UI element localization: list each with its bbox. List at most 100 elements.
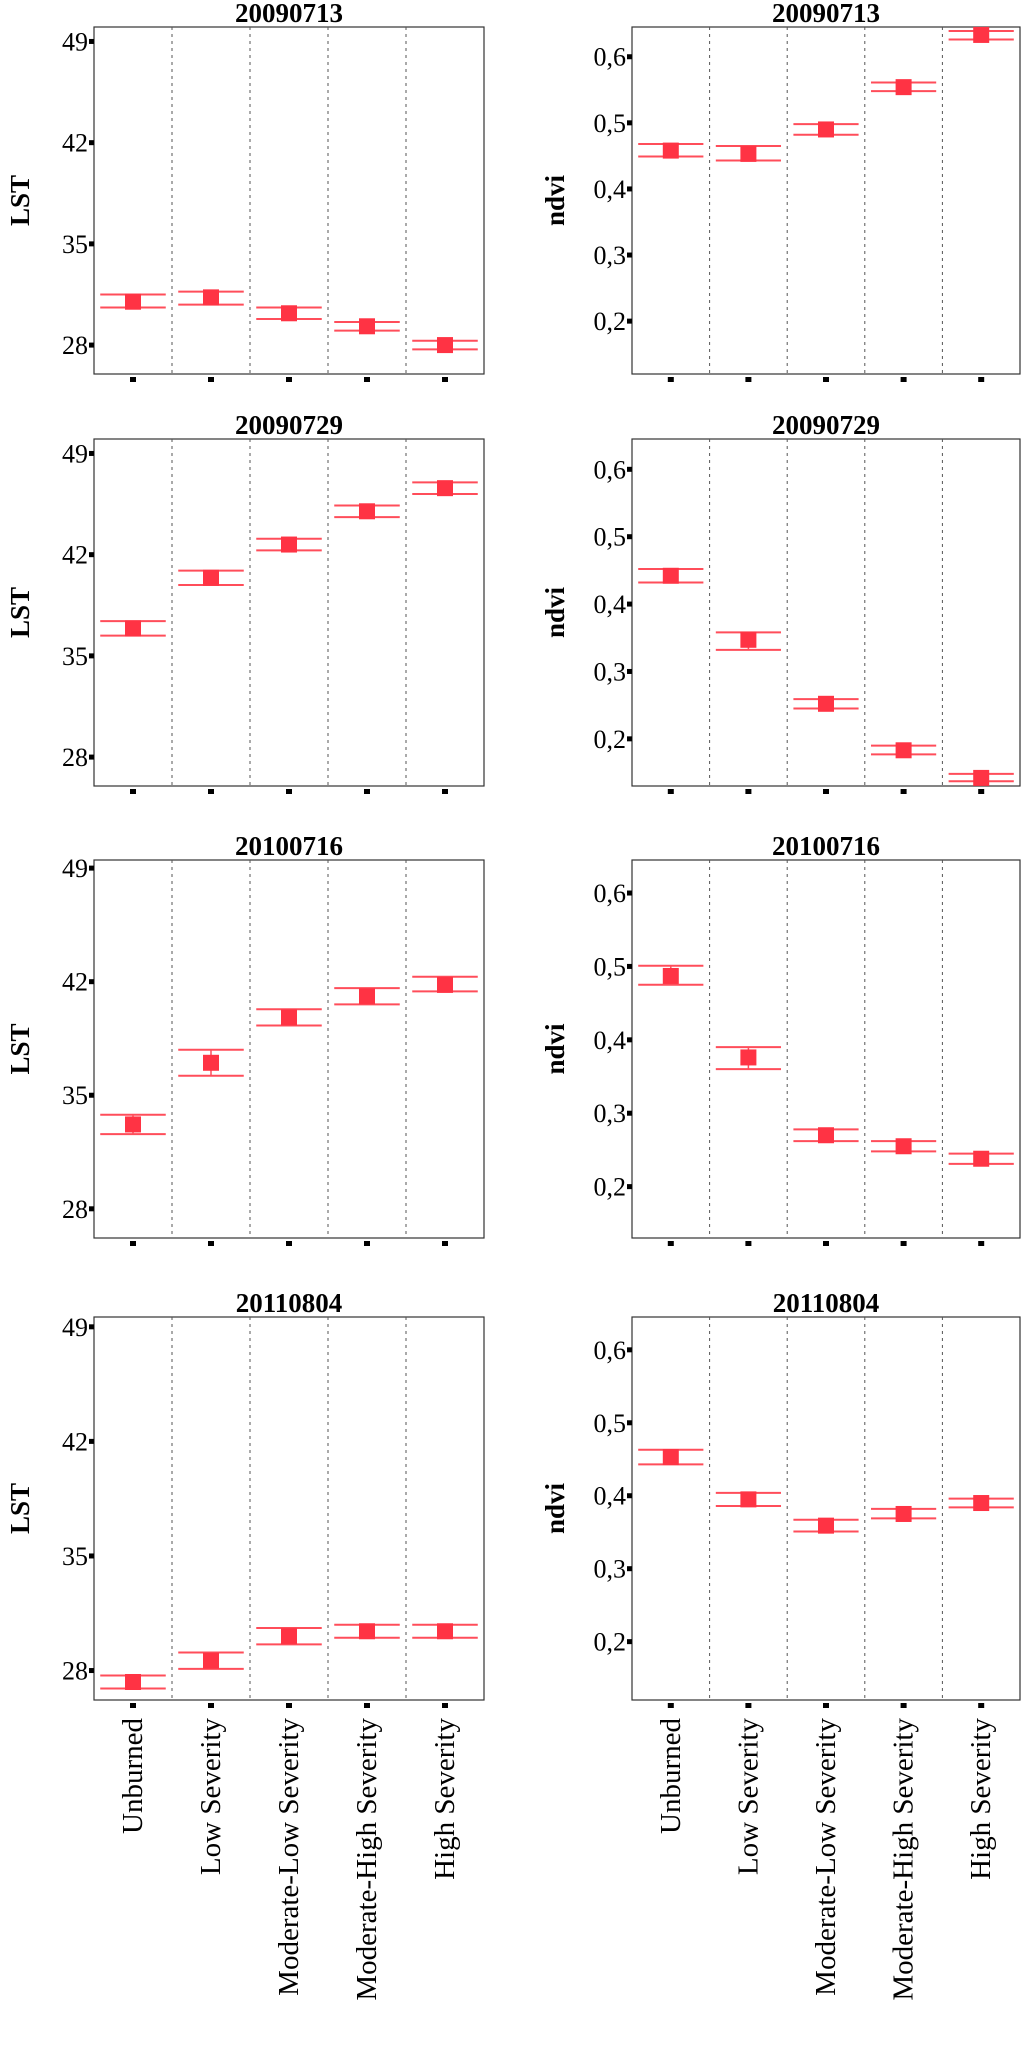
- y-tick-label: 49: [62, 27, 88, 56]
- data-point-marker: [740, 1491, 757, 1508]
- x-tick-mark: [286, 789, 292, 794]
- data-point-marker: [125, 1116, 141, 1133]
- y-tick-label: 0,4: [594, 1482, 627, 1511]
- plot-frame: [93, 438, 485, 787]
- y-tick-label: 0,4: [594, 175, 627, 204]
- data-point-marker: [359, 988, 375, 1005]
- y-tick-mark: [627, 1347, 632, 1353]
- x-tick-mark: [667, 1241, 674, 1246]
- x-tick-mark: [286, 1703, 292, 1708]
- plot-frame: [93, 1316, 485, 1701]
- y-tick-label: 42: [62, 129, 88, 158]
- data-point-marker: [281, 536, 297, 553]
- chart-title: 20110804: [773, 1288, 880, 1318]
- chart-panel: 20100716 ndvi 0,2 0,3 0,4 0,5 0,6: [540, 831, 1021, 1246]
- y-tick-mark: [627, 186, 632, 192]
- y-tick-mark: [89, 1553, 94, 1559]
- y-tick-mark: [627, 601, 632, 607]
- y-tick-mark: [627, 1493, 632, 1499]
- y-tick-mark: [627, 1037, 632, 1043]
- x-tick-mark: [208, 1241, 214, 1246]
- plot-frame: [631, 438, 1021, 787]
- y-tick-mark: [89, 1438, 94, 1444]
- x-tick-mark: [286, 1241, 292, 1246]
- y-tick-mark: [89, 1206, 94, 1212]
- x-tick-mark: [745, 1241, 752, 1246]
- y-tick-mark: [89, 1668, 94, 1674]
- data-point-marker: [818, 1517, 834, 1534]
- chart-title: 20100716: [235, 831, 343, 861]
- chart-title: 20110804: [236, 1288, 343, 1318]
- data-point-marker: [740, 631, 757, 648]
- y-tick-label: 0,2: [594, 1628, 627, 1657]
- y-tick-mark: [627, 736, 632, 742]
- y-tick-label: 35: [62, 1542, 88, 1571]
- y-tick-mark: [627, 534, 632, 540]
- y-tick-mark: [89, 140, 94, 146]
- x-category-label: Unburned: [655, 1718, 687, 1834]
- y-tick-mark: [627, 1184, 632, 1190]
- data-point-marker: [281, 1628, 297, 1645]
- data-point-marker: [740, 1049, 757, 1066]
- y-tick-mark: [627, 318, 632, 324]
- y-tick-label: 0,5: [594, 1409, 627, 1438]
- x-tick-mark: [442, 377, 448, 382]
- y-tick-label: 0,2: [594, 1173, 627, 1202]
- chart-title: 20090729: [235, 410, 343, 440]
- y-tick-mark: [89, 450, 94, 456]
- x-tick-mark: [900, 377, 907, 382]
- y-tick-label: 0,6: [594, 1336, 627, 1365]
- data-point-marker: [662, 1449, 679, 1466]
- y-axis-label: LST: [5, 1023, 35, 1074]
- y-tick-mark: [89, 754, 94, 760]
- y-tick-label: 0,5: [594, 952, 627, 981]
- y-tick-label: 0,6: [594, 879, 627, 908]
- x-category-labels: Unburned Low Severity Moderate-Low Severit…: [117, 1718, 997, 2001]
- y-tick-label: 28: [62, 1195, 88, 1224]
- chart-panel: 20090713 LST 28 35 42 49: [5, 0, 485, 382]
- y-tick-label: 35: [62, 642, 88, 671]
- y-tick-label: 42: [62, 1427, 88, 1456]
- y-tick-label: 0,2: [594, 307, 627, 336]
- x-category-label: High Severity: [429, 1718, 461, 1880]
- plot-frame: [631, 26, 1021, 375]
- y-tick-mark: [627, 1420, 632, 1426]
- data-point-marker: [662, 967, 679, 984]
- data-point-marker: [125, 1673, 141, 1690]
- x-tick-mark: [823, 789, 829, 794]
- y-tick-label: 0,3: [594, 1555, 627, 1584]
- y-tick-label: 42: [62, 968, 88, 997]
- y-tick-label: 0,6: [594, 43, 627, 72]
- x-tick-mark: [208, 1703, 214, 1708]
- x-category-label: Moderate-High Severity: [888, 1718, 920, 2001]
- x-tick-mark: [364, 377, 370, 382]
- y-tick-mark: [89, 552, 94, 558]
- chart-panel: 20100716 LST 28 35 42 49: [5, 831, 485, 1246]
- x-tick-mark: [823, 377, 829, 382]
- y-axis-label: ndvi: [540, 1482, 570, 1534]
- chart-panel: 20090713 ndvi 0,2 0,3 0,4 0,5 0,6: [540, 0, 1021, 382]
- y-tick-mark: [627, 890, 632, 896]
- chart-title: 20090713: [772, 0, 880, 28]
- y-tick-label: 0,5: [594, 523, 627, 552]
- plot-frame: [93, 26, 485, 375]
- x-tick-mark: [364, 1241, 370, 1246]
- data-point-marker: [359, 503, 375, 520]
- data-point-marker: [818, 695, 834, 712]
- y-tick-mark: [89, 1092, 94, 1098]
- data-point-marker: [895, 79, 912, 96]
- data-point-marker: [973, 1495, 990, 1512]
- y-tick-label: 0,4: [594, 1026, 627, 1055]
- data-point-marker: [437, 976, 453, 993]
- y-tick-label: 0,6: [594, 455, 627, 484]
- y-tick-label: 49: [62, 1313, 88, 1342]
- x-category-label: Moderate-High Severity: [351, 1718, 383, 2001]
- y-axis-label: ndvi: [540, 1023, 570, 1075]
- x-tick-mark: [823, 1241, 829, 1246]
- y-tick-label: 0,5: [594, 109, 627, 138]
- y-tick-mark: [89, 241, 94, 247]
- y-tick-label: 0,3: [594, 241, 627, 270]
- y-tick-mark: [89, 653, 94, 659]
- data-point-marker: [281, 1009, 297, 1026]
